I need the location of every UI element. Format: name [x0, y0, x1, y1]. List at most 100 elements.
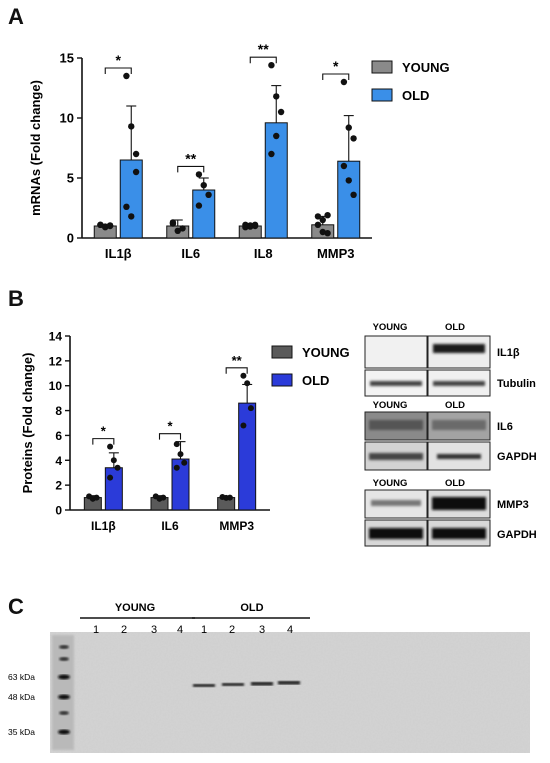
point-old-0-0 [123, 72, 130, 80]
y-axis-label: Proteins (Fold change) [20, 353, 35, 494]
point-young-0-4 [102, 223, 109, 230]
sig-bracket-2 [225, 367, 248, 374]
blot2-row1 [364, 411, 491, 441]
x-tick-label-2: IL8 [254, 246, 273, 261]
y-tick-label-2: 10 [60, 111, 74, 126]
sig-label-1: ** [185, 150, 196, 166]
blot1-row1-label: IL1β [497, 347, 520, 359]
y-tick-label-7: 14 [49, 330, 63, 344]
sig-bracket-3 [322, 73, 350, 80]
panel-label-a: A [8, 4, 24, 29]
blot1-row2-label: Tubulin [497, 378, 536, 390]
point-young-0-2 [93, 494, 100, 501]
sig-label-2: ** [258, 41, 269, 57]
point-young-2-5 [251, 221, 259, 228]
bar-old-3 [337, 160, 361, 239]
point-old-0-1 [128, 123, 135, 130]
point-old-0-3 [123, 203, 130, 210]
y-tick-label-1: 5 [67, 171, 74, 186]
y-tick-label-5: 10 [49, 379, 63, 393]
point-young-2-2 [226, 494, 233, 501]
y-axis-label: mRNAs (Fold change) [28, 80, 43, 216]
legend-label-old: OLD [302, 373, 329, 388]
blot3-row2 [364, 519, 491, 547]
blot2-row2-label: GAPDH [497, 451, 537, 463]
point-old-2-1 [244, 380, 251, 387]
point-young-3-3 [314, 221, 322, 228]
legend-swatch-young [371, 60, 393, 74]
point-old-0-2 [132, 168, 140, 176]
y-tick-label-3: 6 [55, 429, 62, 443]
point-young-1-1 [174, 227, 181, 234]
point-old-2-3 [240, 422, 247, 429]
point-old-0-2 [114, 464, 121, 471]
x-tick-label-2: MMP3 [219, 519, 254, 533]
point-old-0-4 [128, 213, 135, 220]
bar-old-0 [104, 467, 123, 511]
lane-young-1: 1 [93, 624, 99, 636]
legend-label-young: YOUNG [402, 60, 450, 75]
sig-bracket-2 [249, 56, 277, 64]
x-tick-label-1: IL6 [181, 246, 200, 261]
panel-label-c: C [8, 594, 24, 619]
sig-label-1: * [167, 419, 173, 434]
marker-35: 35 kDa [8, 727, 35, 737]
blot2-row2 [364, 441, 491, 471]
lane-old-2: 2 [229, 624, 235, 636]
point-old-1-0 [173, 441, 180, 448]
point-old-0-1 [110, 457, 117, 464]
point-old-0-5 [132, 150, 140, 158]
point-old-1-3 [195, 202, 203, 209]
point-young-1-3 [169, 219, 177, 226]
point-old-3-1 [345, 124, 352, 131]
gel-young-label: YOUNG [115, 602, 155, 614]
sig-bracket-1 [177, 165, 205, 173]
point-old-2-2 [247, 405, 254, 412]
lane-young-4: 4 [177, 624, 183, 636]
gel-panel: YOUNG OLD 1 2 3 4 1 2 3 4 63 kDa 48 kDa … [8, 602, 530, 753]
point-old-2-0 [268, 61, 275, 69]
sig-bracket-0 [104, 67, 132, 74]
blot1-row1 [364, 335, 491, 369]
blot3-old-label: OLD [445, 478, 465, 489]
point-young-3-0 [314, 213, 322, 220]
sig-bracket-0 [92, 438, 115, 445]
point-old-1-2 [181, 459, 188, 466]
sig-label-2: ** [232, 353, 243, 368]
y-tick-label-2: 4 [55, 454, 62, 468]
sig-label-0: * [116, 52, 122, 68]
point-young-2-3 [242, 224, 249, 231]
y-tick-label-3: 15 [60, 51, 74, 66]
point-old-2-1 [273, 93, 280, 100]
legend-label-young: YOUNG [302, 345, 350, 360]
blot2-old-label: OLD [445, 400, 465, 411]
point-young-3-5 [324, 212, 331, 219]
chart-b: 0 2 4 6 8 10 12 14 Proteins (Fold change) IL1β * IL… [20, 330, 350, 534]
point-old-2-3 [268, 150, 275, 158]
lane-old-4: 4 [287, 624, 293, 636]
point-old-3-0 [340, 78, 348, 86]
lane-old-1: 1 [201, 624, 207, 636]
blot3-row1-label: MMP3 [497, 499, 529, 511]
blot1-young-label: YOUNG [373, 322, 408, 333]
point-young-1-2 [179, 225, 186, 232]
blot1-old-label: OLD [445, 322, 465, 333]
legend-swatch-old [371, 88, 393, 102]
x-tick-label-3: MMP3 [317, 246, 355, 261]
point-old-1-2 [205, 191, 212, 198]
bar-old-1 [192, 189, 216, 239]
y-tick-label-6: 12 [49, 354, 63, 368]
sig-label-3: * [333, 58, 339, 74]
legend-swatch-old [271, 373, 293, 387]
blot3-row1 [364, 489, 491, 519]
marker-63: 63 kDa [8, 672, 35, 682]
point-old-3-5 [350, 191, 357, 198]
point-old-3-2 [350, 135, 357, 142]
point-young-1-2 [160, 494, 167, 501]
panel-label-b: B [8, 286, 24, 311]
point-old-3-3 [340, 162, 348, 170]
legend-label-old: OLD [402, 88, 429, 103]
lane-young-2: 2 [121, 624, 127, 636]
blot2-young-label: YOUNG [373, 400, 408, 411]
